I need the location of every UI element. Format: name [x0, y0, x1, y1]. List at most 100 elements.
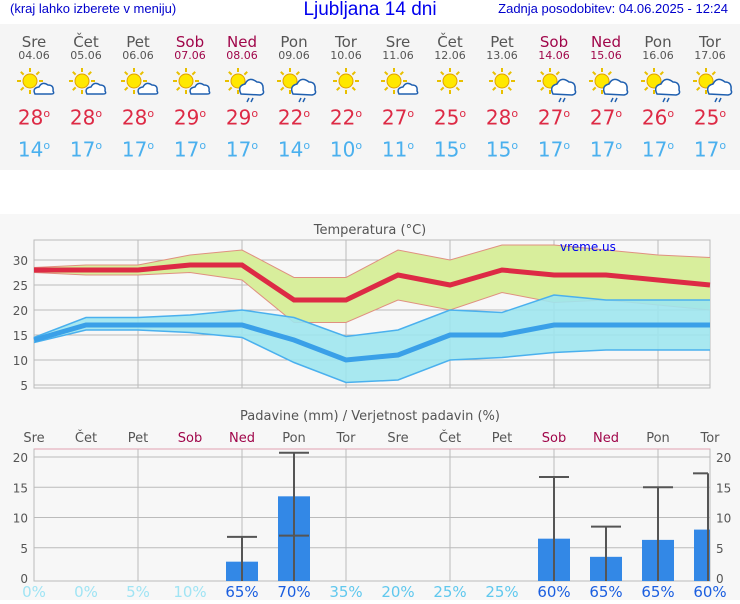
day-date: 10.06	[330, 49, 362, 62]
last-updated: Zadnja posodobitev: 04.06.2025 - 12:24	[498, 1, 728, 16]
min-temp: 11o	[381, 137, 415, 162]
y-tick-label: 25	[13, 279, 28, 293]
min-temp-range-band	[34, 295, 710, 383]
precip-probability: 60%	[693, 583, 726, 600]
precip-probability: 65%	[589, 583, 622, 600]
y-tick-label-right: 5	[716, 542, 724, 556]
precip-probability: 60%	[537, 583, 570, 600]
day-label: Pon	[282, 431, 306, 446]
day-date: 04.06	[18, 49, 50, 62]
day-column: Tor 10.06 22o 10o	[320, 34, 372, 163]
day-column: Ned 15.06 27o 17o	[580, 34, 632, 163]
y-tick-label: 10	[13, 354, 28, 368]
precip-probability: 20%	[381, 583, 414, 600]
sun-rain-icon	[693, 68, 733, 103]
precip-probability: 65%	[641, 583, 674, 600]
day-label: Pet	[128, 431, 148, 446]
day-date: 08.06	[226, 49, 258, 62]
sun-icon	[437, 68, 463, 94]
precip-probability: 35%	[329, 583, 362, 600]
day-name: Sob	[539, 33, 569, 51]
day-column: Čet 05.06 28o 17o	[60, 34, 112, 163]
day-name: Čet	[73, 33, 99, 51]
day-label: Čet	[75, 430, 97, 446]
day-name: Tor	[699, 33, 721, 51]
max-temp: 27o	[537, 105, 571, 130]
day-column: Tor 17.06 25o 17o	[684, 34, 736, 163]
charts-area: Temperatura (°C) 5 10 15 20 25 30 vreme.us Padav…	[0, 214, 740, 601]
min-temp: 17o	[225, 137, 259, 162]
y-tick-label: 5	[20, 379, 28, 393]
y-tick-label: 10	[13, 512, 28, 526]
sun-rain-icon	[537, 68, 577, 103]
day-name: Sre	[385, 33, 411, 51]
day-column: Čet 12.06 25o 15o	[424, 34, 476, 163]
y-tick-label: 15	[13, 481, 28, 495]
location-hint: (kraj lahko izberete v meniju)	[10, 1, 177, 16]
sun-cloud-icon	[381, 68, 419, 95]
day-column: Pon 16.06 26o 17o	[632, 34, 684, 163]
day-name: Sre	[21, 33, 47, 51]
charts-svg: Temperatura (°C) 5 10 15 20 25 30 vreme.us Padav…	[13, 223, 732, 601]
day-date: 11.06	[382, 49, 414, 62]
day-date: 06.06	[122, 49, 154, 62]
day-date: 16.06	[642, 49, 674, 62]
day-label: Ned	[593, 431, 619, 446]
day-name: Čet	[437, 33, 463, 51]
y-tick-label-right: 15	[716, 481, 731, 495]
precip-probability: 65%	[225, 583, 258, 600]
y-tick-label-right: 20	[716, 451, 731, 465]
day-date: 09.06	[278, 49, 310, 62]
min-temp-line	[33, 322, 710, 363]
y-tick-label: 20	[13, 451, 28, 465]
max-temp-line	[34, 262, 711, 303]
day-label: Sre	[23, 431, 44, 446]
day-column: Sre 11.06 27o 11o	[372, 34, 424, 163]
max-temp: 28o	[485, 105, 519, 130]
max-upper-line	[33, 244, 711, 278]
day-name: Ned	[227, 33, 257, 51]
min-temp: 15o	[485, 137, 519, 162]
max-temp: 25o	[693, 105, 727, 130]
min-temp: 17o	[641, 137, 675, 162]
y-tick-label-right: 0	[716, 572, 724, 586]
day-column: Sre 04.06 28o 14o	[8, 34, 60, 163]
max-temp: 28o	[17, 105, 51, 130]
sun-rain-icon	[641, 68, 681, 103]
temp-chart-title: Temperatura (°C)	[313, 223, 426, 238]
max-temp: 27o	[381, 105, 415, 130]
min-lower-line	[33, 329, 710, 384]
day-name: Ned	[591, 33, 621, 51]
day-name: Pet	[126, 33, 150, 51]
day-label: Tor	[335, 431, 356, 446]
day-column: Pet 13.06 28o 15o	[476, 34, 528, 163]
day-name: Pet	[490, 33, 514, 51]
y-tick-label: 30	[13, 254, 28, 268]
day-label: Pet	[492, 431, 512, 446]
day-date: 15.06	[590, 49, 622, 62]
max-temp: 28o	[121, 105, 155, 130]
y-tick-label: 15	[13, 329, 28, 343]
day-date: 05.06	[70, 49, 102, 62]
max-temp: 29o	[225, 105, 259, 130]
day-column: Sob 07.06 29o 17o	[164, 34, 216, 163]
min-temp: 17o	[537, 137, 571, 162]
day-label: Tor	[699, 431, 720, 446]
day-name: Pon	[644, 33, 672, 51]
day-column: Ned 08.06 29o 17o	[216, 34, 268, 163]
y-tick-label: 20	[13, 304, 28, 318]
day-label: Čet	[439, 430, 461, 446]
sun-cloud-icon	[121, 68, 159, 95]
y-tick-label: 0	[20, 572, 28, 586]
y-tick-label: 5	[20, 542, 28, 556]
day-label: Sre	[387, 431, 408, 446]
precip-probability: 0%	[74, 583, 98, 600]
sun-icon	[489, 68, 515, 94]
day-date: 17.06	[694, 49, 726, 62]
max-temp: 28o	[69, 105, 103, 130]
precip-probability: 10%	[173, 583, 206, 600]
sun-rain-icon	[277, 68, 317, 103]
max-temp: 25o	[433, 105, 467, 130]
page-title: Ljubljana 14 dni	[303, 0, 437, 20]
min-temp: 17o	[693, 137, 727, 162]
